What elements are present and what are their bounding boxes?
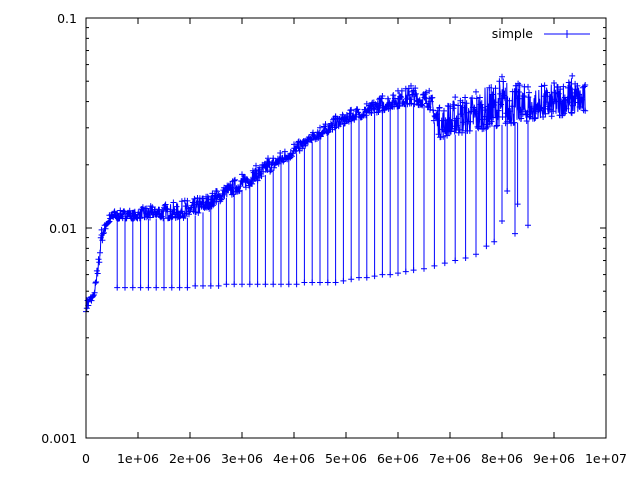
- spike-point-16: [239, 281, 245, 288]
- spike-point-19: [262, 281, 269, 288]
- peak-point-15: [408, 82, 414, 89]
- spike-point-45: [483, 243, 490, 250]
- spike-point-43: [462, 254, 469, 261]
- spike-point-26: [317, 279, 323, 286]
- spike-point-49: [512, 230, 518, 237]
- spike-point-20: [270, 281, 277, 288]
- peak-point-1: [98, 226, 105, 233]
- peak-point-2: [106, 212, 113, 219]
- peak-point-23: [569, 72, 576, 79]
- spike-point-6: [161, 284, 167, 291]
- axis-ticks: 0 1e+06 2e+06 3e+06 4e+06 5e+06 6e+06 7e+06 8e+0…: [41, 11, 627, 466]
- spike-point-11: [200, 282, 206, 289]
- spike-point-17: [246, 281, 253, 288]
- spike-point-33: [371, 273, 378, 280]
- peak-point-5: [213, 188, 219, 195]
- peak-point-12: [363, 100, 370, 107]
- x-tick-label-8: 8e+06: [481, 451, 523, 466]
- spike-point-36: [395, 270, 401, 277]
- x-tick-label-3: 3e+06: [221, 451, 263, 466]
- peak-point-24: [582, 81, 589, 88]
- peak-point-11: [348, 106, 355, 113]
- spike-point-14: [223, 281, 230, 288]
- y-tick-label-1: 0.01: [49, 221, 77, 236]
- peak-point-9: [317, 124, 323, 131]
- spike-point-18: [254, 281, 261, 288]
- spike-point-8: [176, 284, 183, 291]
- x-tick-label-0: 0: [82, 451, 90, 466]
- spike-point-28: [332, 279, 339, 286]
- peak-point-20: [499, 73, 505, 80]
- spike-point-29: [340, 277, 347, 284]
- spike-point-27: [324, 279, 331, 286]
- spike-point-31: [356, 274, 362, 281]
- x-tick-label-2: 2e+06: [169, 451, 211, 466]
- spike-point-41: [441, 260, 448, 267]
- spike-point-40: [431, 262, 438, 269]
- peak-point-16: [426, 87, 433, 94]
- peak-point-4: [181, 197, 188, 204]
- peak-point-0: [90, 291, 97, 298]
- y-tick-label-2: 0.1: [57, 11, 77, 26]
- spike-point-2: [129, 284, 136, 291]
- x-tick-label-5: 5e+06: [325, 451, 367, 466]
- peak-point-3: [111, 208, 118, 215]
- spike-point-5: [153, 284, 160, 291]
- x-tick-label-7: 7e+06: [429, 451, 471, 466]
- spike-point-9: [184, 284, 191, 291]
- legend-marker-simple: [563, 30, 571, 38]
- spike-point-24: [301, 279, 308, 286]
- spike-point-3: [137, 284, 144, 291]
- spike-point-50: [514, 201, 521, 208]
- y-tick-label-0: 0.001: [41, 431, 77, 446]
- peak-point-22: [551, 80, 557, 87]
- spike-point-48: [504, 188, 511, 195]
- spike-point-30: [348, 276, 355, 283]
- spike-point-46: [491, 238, 498, 245]
- spike-point-1: [122, 284, 128, 291]
- spike-point-44: [473, 251, 479, 258]
- legend-label-simple: simple: [492, 26, 534, 41]
- spike-point-39: [421, 265, 427, 272]
- spike-point-12: [207, 282, 214, 289]
- spike-point-22: [285, 281, 292, 288]
- peak-point-7: [265, 155, 271, 162]
- peak-point-19: [473, 88, 479, 95]
- peak-point-21: [525, 83, 531, 90]
- peak-point-10: [332, 113, 339, 120]
- spike-point-37: [402, 268, 409, 275]
- spike-point-13: [215, 282, 222, 289]
- x-tick-label-6: 6e+06: [377, 451, 419, 466]
- spike-point-15: [231, 281, 238, 288]
- x-tick-label-1: 1e+06: [117, 451, 159, 466]
- peak-point-8: [291, 141, 297, 148]
- spike-point-7: [168, 284, 175, 291]
- peak-point-13: [379, 93, 386, 100]
- peak-point-18: [452, 94, 459, 101]
- x-tick-label-4: 4e+06: [273, 451, 315, 466]
- spike-point-32: [363, 274, 370, 281]
- peak-point-14: [395, 87, 401, 94]
- x-tick-label-10: 1e+07: [585, 451, 627, 466]
- peak-point-17: [436, 104, 443, 111]
- series-simple: [83, 72, 589, 315]
- peak-point-6: [239, 171, 245, 178]
- spike-point-35: [387, 271, 394, 278]
- spike-point-42: [452, 257, 459, 264]
- spike-point-51: [525, 222, 531, 229]
- spike-point-0: [114, 284, 121, 291]
- spike-point-21: [278, 281, 284, 288]
- spike-point-4: [145, 284, 152, 291]
- spike-point-25: [309, 279, 316, 286]
- spike-point-23: [293, 281, 300, 288]
- spike-point-10: [192, 282, 199, 289]
- spike-point-47: [499, 217, 505, 224]
- spike-point-38: [410, 267, 417, 274]
- spike-point-34: [379, 271, 386, 278]
- legend: simple: [492, 26, 590, 41]
- x-tick-label-9: 9e+06: [533, 451, 575, 466]
